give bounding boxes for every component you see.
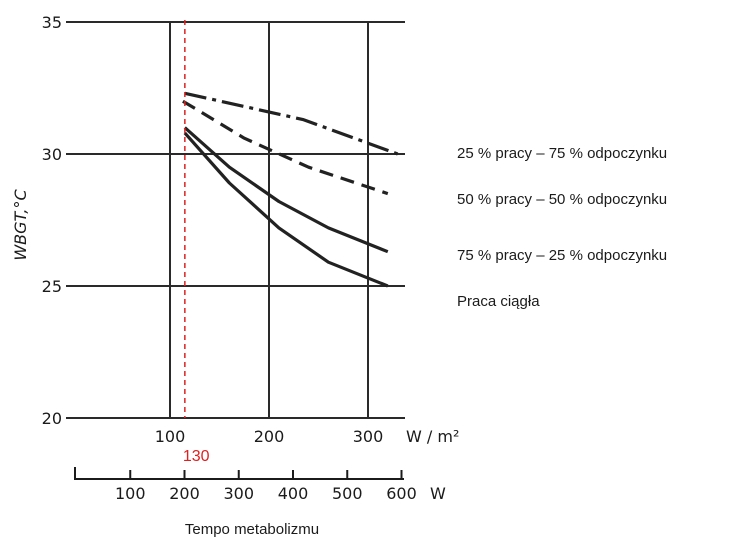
series-layer — [182, 91, 399, 288]
series-line-3 — [183, 131, 389, 288]
series-line-2 — [183, 126, 389, 254]
legend-label-continuous: Praca ciągła — [457, 293, 540, 310]
x2-axis-unit-label: W — [430, 484, 446, 503]
x-tick-label-300: 300 — [353, 427, 384, 446]
legend: 25 % pracy – 75 % odpoczynku 50 % pracy … — [457, 145, 667, 310]
y-tick-label-35: 35 — [42, 13, 62, 32]
legend-label-25: 25 % pracy – 75 % odpoczynku — [457, 145, 667, 162]
x-tick-label-100: 100 — [155, 427, 186, 446]
marker-label: 130 — [183, 448, 210, 465]
ticks-layer: 20 25 30 35 100 200 300 100 200 300 400 500 600 — [42, 13, 417, 503]
y-tick-label-30: 30 — [42, 145, 62, 164]
y-tick-label-20: 20 — [42, 409, 62, 428]
legend-label-75: 75 % pracy – 25 % odpoczynku — [457, 247, 667, 264]
marker-layer: 130 — [183, 20, 210, 465]
x2-tick-label-400: 400 — [278, 484, 309, 503]
x2-tick-label-200: 200 — [169, 484, 200, 503]
legend-label-50: 50 % pracy – 50 % odpoczynku — [457, 191, 667, 208]
y-axis-label: WBGT,°C — [11, 189, 30, 261]
x2-tick-label-300: 300 — [223, 484, 254, 503]
series-line-0 — [184, 91, 399, 156]
x-axis-unit-label: W / m² — [406, 427, 459, 446]
y-tick-label-25: 25 — [42, 277, 62, 296]
x2-tick-label-600: 600 — [386, 484, 417, 503]
grid-layer — [66, 21, 405, 419]
x2-tick-label-500: 500 — [332, 484, 363, 503]
x-tick-label-200: 200 — [254, 427, 285, 446]
series-line-1 — [182, 99, 389, 196]
x-axis-title: Tempo metabolizmu — [185, 521, 319, 538]
x2-tick-label-100: 100 — [115, 484, 146, 503]
